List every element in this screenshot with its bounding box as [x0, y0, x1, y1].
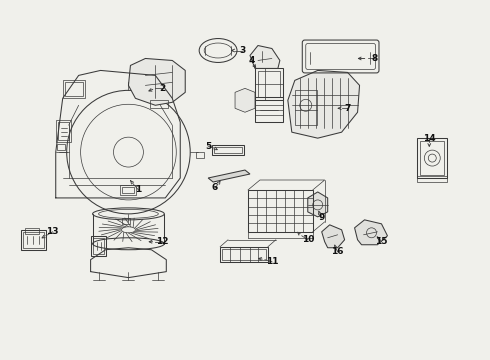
Bar — [255, 97, 283, 122]
Bar — [121, 185, 136, 195]
Text: 12: 12 — [156, 237, 169, 246]
Bar — [91, 236, 105, 256]
Text: 16: 16 — [331, 247, 344, 256]
Polygon shape — [308, 192, 328, 217]
Bar — [58, 122, 69, 140]
Bar — [23, 232, 44, 248]
Polygon shape — [250, 45, 280, 68]
Bar — [248, 190, 313, 232]
Text: 2: 2 — [159, 84, 166, 93]
Polygon shape — [322, 225, 344, 248]
Text: 9: 9 — [318, 213, 325, 222]
Bar — [212, 145, 244, 155]
Bar — [21, 230, 46, 250]
Text: 6: 6 — [212, 184, 218, 193]
Bar — [56, 120, 71, 142]
Bar — [65, 82, 83, 96]
Bar — [63, 80, 85, 98]
Bar — [57, 144, 65, 150]
Bar — [122, 218, 130, 224]
Text: 14: 14 — [423, 134, 436, 143]
Bar — [214, 147, 242, 153]
Text: 11: 11 — [266, 257, 278, 266]
Bar — [420, 141, 444, 175]
Bar — [93, 238, 103, 254]
Polygon shape — [128, 58, 185, 105]
Bar — [295, 90, 317, 125]
Text: 15: 15 — [375, 237, 388, 246]
Bar — [417, 176, 447, 182]
Text: 1: 1 — [135, 185, 142, 194]
Polygon shape — [288, 71, 360, 138]
Bar — [258, 71, 280, 97]
Bar — [150, 100, 168, 108]
Bar — [130, 78, 138, 84]
Bar — [417, 138, 447, 178]
Bar — [255, 68, 283, 100]
Polygon shape — [235, 88, 255, 112]
Text: 5: 5 — [205, 141, 211, 150]
Bar — [25, 228, 39, 234]
Polygon shape — [208, 170, 250, 182]
Bar — [196, 152, 204, 158]
Text: 13: 13 — [47, 227, 59, 236]
Text: 8: 8 — [371, 54, 378, 63]
Bar — [122, 187, 134, 193]
Text: 7: 7 — [344, 104, 351, 113]
Bar — [222, 249, 266, 260]
Text: 3: 3 — [239, 46, 245, 55]
Bar — [220, 247, 268, 262]
Text: 4: 4 — [249, 56, 255, 65]
Polygon shape — [355, 220, 388, 245]
Text: 10: 10 — [301, 235, 314, 244]
